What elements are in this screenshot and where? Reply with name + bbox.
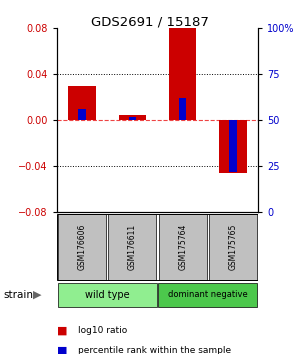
Bar xyxy=(78,109,86,120)
Text: GDS2691 / 15187: GDS2691 / 15187 xyxy=(91,16,209,29)
Bar xyxy=(229,120,237,172)
Bar xyxy=(169,28,196,120)
Bar xyxy=(108,214,157,280)
Text: GSM175765: GSM175765 xyxy=(228,224,237,270)
Bar xyxy=(158,283,257,307)
Bar xyxy=(158,214,207,280)
Text: dominant negative: dominant negative xyxy=(168,290,248,299)
Bar xyxy=(209,214,257,280)
Bar xyxy=(58,283,157,307)
Text: GSM175764: GSM175764 xyxy=(178,224,187,270)
Text: strain: strain xyxy=(3,290,33,300)
Bar xyxy=(58,214,106,280)
Bar xyxy=(118,115,146,120)
Text: percentile rank within the sample: percentile rank within the sample xyxy=(78,346,231,354)
Text: ■: ■ xyxy=(57,346,68,354)
Bar xyxy=(219,120,247,173)
Text: wild type: wild type xyxy=(85,290,130,300)
Bar xyxy=(68,86,96,120)
Text: GSM176611: GSM176611 xyxy=(128,224,137,270)
Bar xyxy=(179,98,186,120)
Text: log10 ratio: log10 ratio xyxy=(78,326,127,336)
Text: ▶: ▶ xyxy=(33,290,42,300)
Text: GSM176606: GSM176606 xyxy=(78,224,87,270)
Bar xyxy=(129,117,136,120)
Text: ■: ■ xyxy=(57,326,68,336)
